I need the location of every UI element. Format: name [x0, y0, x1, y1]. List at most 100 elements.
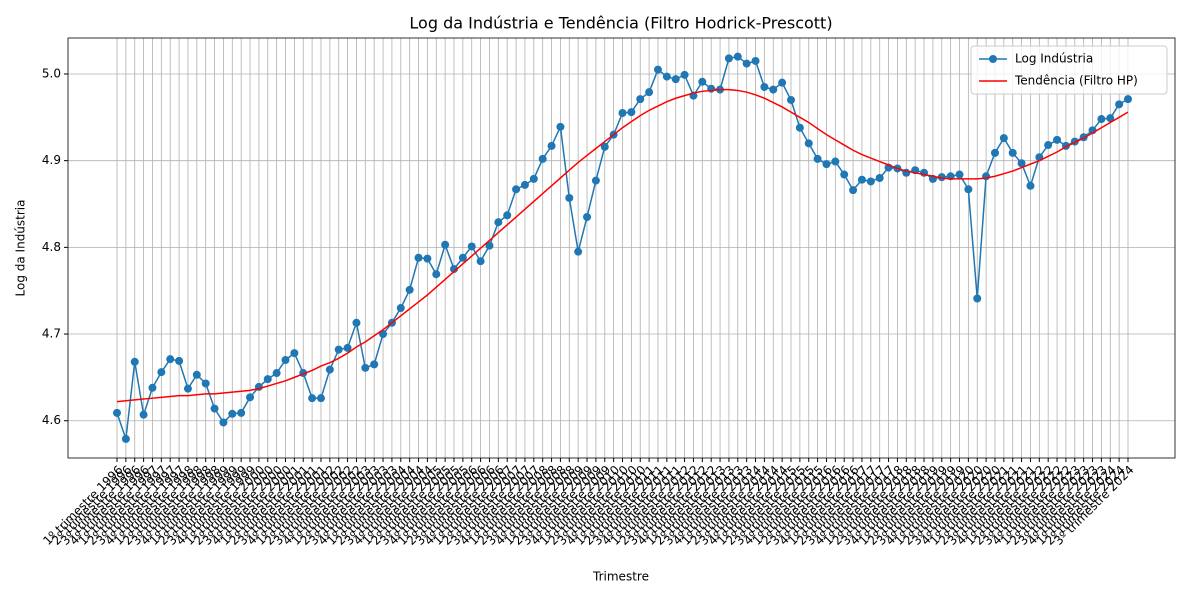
- data-point: [263, 375, 272, 384]
- data-point: [520, 180, 529, 189]
- data-point: [467, 242, 476, 251]
- data-point: [494, 218, 503, 227]
- data-point: [1053, 135, 1062, 144]
- data-point: [148, 383, 157, 392]
- data-point: [769, 85, 778, 94]
- data-point: [636, 95, 645, 104]
- data-point: [955, 170, 964, 179]
- data-point: [547, 141, 556, 150]
- data-point: [458, 253, 467, 262]
- data-point: [618, 108, 627, 117]
- data-point: [999, 134, 1008, 143]
- data-point: [219, 418, 228, 427]
- data-point: [1097, 115, 1106, 124]
- data-point: [166, 355, 175, 364]
- chart-title: Log da Indústria e Tendência (Filtro Hod…: [409, 14, 832, 33]
- data-point: [724, 54, 733, 63]
- data-point: [139, 410, 148, 419]
- data-point: [1044, 141, 1053, 150]
- data-point: [175, 356, 184, 365]
- data-point: [857, 175, 866, 184]
- data-point: [237, 408, 246, 417]
- data-point: [538, 154, 547, 163]
- data-point: [281, 356, 290, 365]
- y-tick-label: 4.7: [42, 327, 61, 341]
- data-point: [813, 154, 822, 163]
- data-point: [414, 253, 423, 262]
- data-point: [875, 174, 884, 182]
- plot-frame: [67, 37, 1176, 459]
- data-point: [246, 393, 255, 402]
- data-point: [503, 211, 512, 220]
- data-point: [671, 75, 680, 84]
- legend-label: Log Indústria: [1015, 52, 1093, 66]
- data-point: [1017, 159, 1026, 168]
- data-point: [866, 177, 875, 186]
- data-point: [201, 379, 210, 388]
- data-point: [804, 139, 813, 148]
- legend-label: Tendência (Filtro HP): [1014, 74, 1138, 88]
- data-point: [645, 88, 654, 97]
- data-point: [707, 84, 716, 93]
- data-point: [964, 185, 973, 194]
- data-point: [352, 318, 361, 327]
- data-point: [228, 409, 237, 418]
- data-point: [334, 345, 343, 354]
- data-point: [787, 95, 795, 104]
- data-point: [795, 123, 804, 132]
- data-point: [937, 173, 946, 182]
- data-point: [272, 369, 281, 378]
- data-point: [982, 172, 991, 181]
- data-point: [113, 408, 121, 417]
- data-point: [627, 108, 636, 117]
- data-point: [1008, 148, 1017, 157]
- y-tick-label: 4.9: [42, 153, 61, 167]
- data-point: [680, 70, 689, 79]
- y-tick-label: 4.8: [42, 240, 61, 254]
- data-point: [583, 213, 592, 222]
- data-point: [662, 72, 671, 81]
- data-point: [751, 56, 760, 65]
- data-point: [183, 384, 192, 393]
- data-point: [405, 285, 414, 294]
- data-point: [121, 434, 130, 443]
- data-point: [450, 265, 458, 274]
- data-point: [591, 176, 600, 185]
- data-point: [290, 349, 299, 358]
- legend-marker: [989, 55, 997, 63]
- data-point: [157, 368, 166, 377]
- data-point: [396, 304, 405, 313]
- data-point: [529, 174, 538, 183]
- legend-box: [970, 45, 1168, 95]
- data-point: [831, 157, 840, 166]
- data-point: [432, 270, 441, 279]
- y-axis-label: Log da Indústria: [14, 200, 28, 297]
- data-point: [733, 52, 742, 61]
- series-line: [116, 88, 1129, 403]
- data-point: [370, 360, 379, 369]
- x-axis-label: Trimestre: [592, 570, 649, 584]
- data-point: [1115, 100, 1124, 109]
- data-point: [308, 394, 317, 403]
- data-point: [822, 160, 831, 169]
- data-point: [742, 59, 751, 68]
- data-point: [973, 294, 982, 303]
- data-point: [778, 78, 787, 87]
- data-point: [1026, 181, 1035, 190]
- data-point: [849, 186, 858, 195]
- data-point: [512, 185, 521, 194]
- y-tick-label: 4.6: [42, 413, 61, 427]
- data-point: [574, 247, 583, 256]
- data-point: [990, 148, 999, 157]
- data-point: [316, 394, 325, 403]
- data-point: [210, 404, 219, 413]
- data-point: [343, 343, 352, 352]
- data-point: [379, 330, 388, 339]
- data-point: [600, 142, 609, 151]
- data-point: [840, 170, 849, 179]
- data-point: [130, 357, 139, 366]
- data-point: [361, 363, 370, 372]
- data-point: [423, 254, 432, 263]
- data-point: [653, 65, 662, 74]
